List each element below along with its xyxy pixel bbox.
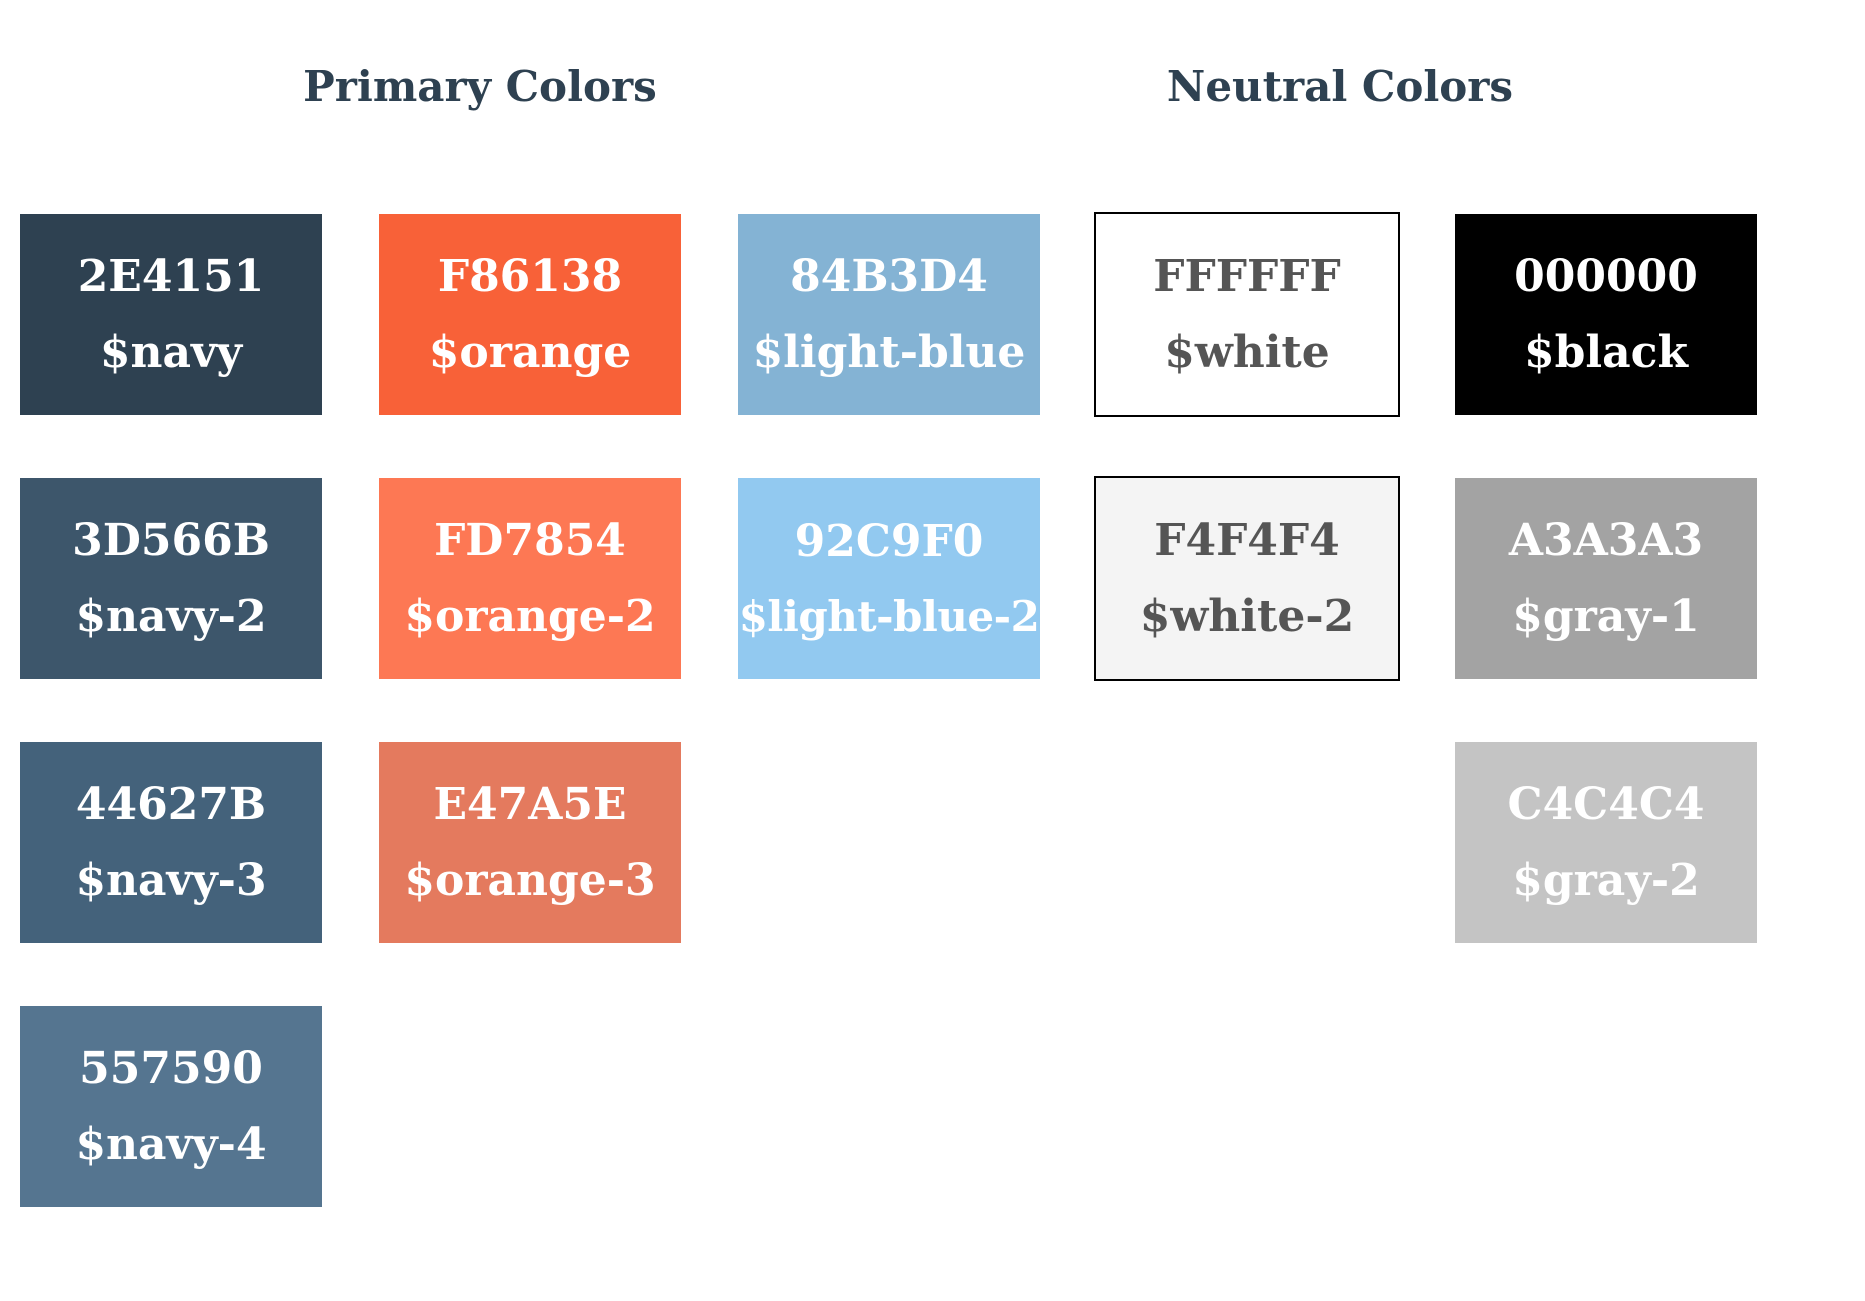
swatch-variable: $navy-3 xyxy=(75,854,267,906)
swatch-black: 000000 $black xyxy=(1455,214,1757,415)
swatch-hex: 92C9F0 xyxy=(794,515,984,567)
swatch-hex: 44627B xyxy=(75,778,267,830)
swatch-orange-3: E47A5E $orange-3 xyxy=(379,742,681,943)
swatch-white-2: F4F4F4 $white-2 xyxy=(1094,476,1400,681)
swatch-light-blue-2: 92C9F0 $light-blue-2 xyxy=(738,478,1040,679)
swatch-navy-3: 44627B $navy-3 xyxy=(20,742,322,943)
swatch-gray-1: A3A3A3 $gray-1 xyxy=(1455,478,1757,679)
swatch-variable: $orange-3 xyxy=(404,854,656,906)
swatch-variable: $navy-2 xyxy=(75,590,267,642)
swatch-hex: A3A3A3 xyxy=(1508,514,1704,566)
swatch-navy-2: 3D566B $navy-2 xyxy=(20,478,322,679)
swatch-orange: F86138 $orange xyxy=(379,214,681,415)
swatch-variable: $navy-4 xyxy=(75,1118,267,1170)
swatch-variable: $orange-2 xyxy=(404,590,656,642)
swatch-navy-4: 557590 $navy-4 xyxy=(20,1006,322,1207)
swatch-orange-2: FD7854 $orange-2 xyxy=(379,478,681,679)
swatch-hex: 557590 xyxy=(79,1042,263,1094)
swatch-hex: FD7854 xyxy=(434,514,626,566)
swatch-gray-2: C4C4C4 $gray-2 xyxy=(1455,742,1757,943)
swatch-variable: $gray-1 xyxy=(1512,590,1700,642)
swatch-hex: 3D566B xyxy=(72,514,270,566)
swatch-hex: 84B3D4 xyxy=(790,250,988,302)
swatch-variable: $light-blue xyxy=(752,326,1026,378)
swatch-variable: $light-blue-2 xyxy=(738,591,1040,641)
swatch-hex: C4C4C4 xyxy=(1507,778,1705,830)
swatch-hex: F4F4F4 xyxy=(1154,514,1340,566)
swatch-variable: $gray-2 xyxy=(1512,854,1700,906)
swatch-navy: 2E4151 $navy xyxy=(20,214,322,415)
swatch-hex: FFFFFF xyxy=(1153,250,1341,302)
swatch-variable: $white-2 xyxy=(1139,590,1355,642)
neutral-colors-heading: Neutral Colors xyxy=(1166,62,1514,111)
swatch-variable: $navy xyxy=(99,326,243,378)
swatch-hex: 2E4151 xyxy=(77,250,265,302)
swatch-light-blue: 84B3D4 $light-blue xyxy=(738,214,1040,415)
swatch-variable: $black xyxy=(1524,326,1688,378)
swatch-hex: E47A5E xyxy=(433,778,627,830)
swatch-variable: $white xyxy=(1164,326,1330,378)
swatch-hex: 000000 xyxy=(1514,250,1698,302)
primary-colors-heading: Primary Colors xyxy=(303,62,657,111)
swatch-white: FFFFFF $white xyxy=(1094,212,1400,417)
swatch-variable: $orange xyxy=(428,326,632,378)
swatch-hex: F86138 xyxy=(437,250,623,302)
